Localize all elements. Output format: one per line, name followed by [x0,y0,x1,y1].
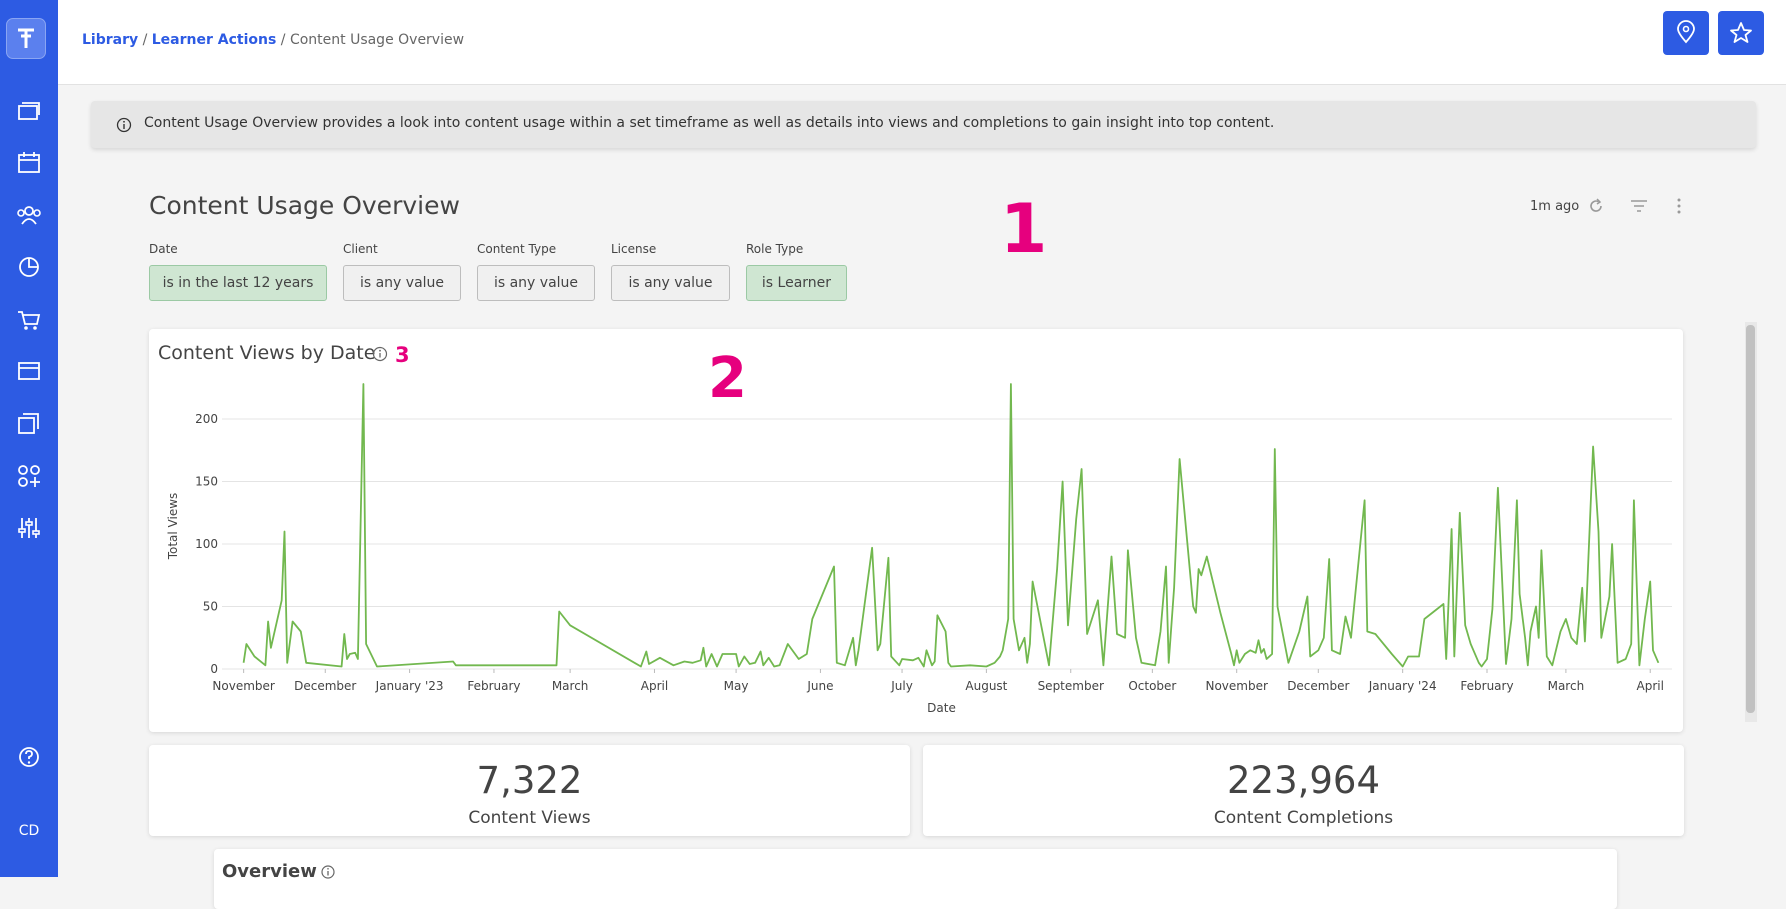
breadcrumb: Library / Learner Actions / Content Usag… [82,32,464,48]
filter-value[interactable]: is any value [477,265,595,301]
summary-value: 7,322 [476,759,583,802]
chart-card [149,329,1683,732]
refresh-icon[interactable] [1587,197,1605,215]
filter-value[interactable]: is in the last 12 years [149,265,327,301]
filter-label: Date [149,242,178,256]
filter-icon[interactable] [1630,198,1648,214]
info-icon [321,865,335,879]
nav-icon[interactable] [16,254,42,280]
sidebar: CD [0,0,58,877]
nav-icon[interactable] [16,150,42,176]
summary-label: Content Views [468,808,591,828]
star-icon [1730,22,1752,43]
breadcrumb-link[interactable]: Library [82,32,139,48]
help-icon[interactable] [16,744,42,770]
nav-icon[interactable] [16,358,42,384]
scrollbar-thumb[interactable] [1746,325,1755,713]
filter-value[interactable]: is Learner [746,265,847,301]
info-icon [116,117,132,133]
overview-title: Overview [222,861,317,882]
info-banner: Content Usage Overview provides a look i… [91,101,1756,148]
filter-label: Role Type [746,242,804,256]
nav-icon[interactable] [16,99,42,125]
summary-value: 223,964 [1226,759,1380,802]
overview-card: Overview [214,849,1617,909]
logo[interactable] [6,18,46,59]
nav-icon[interactable] [16,515,42,541]
breadcrumb-current: Content Usage Overview [289,32,465,48]
filter-label: License [611,242,657,256]
summary-card: 7,322 Content Views [149,745,910,836]
nav-icon[interactable] [16,307,42,333]
filter-value[interactable]: is any value [611,265,730,301]
filter-value[interactable]: is any value [343,265,461,301]
dashboard-title: Content Usage Overview [149,191,460,220]
more-icon[interactable] [1673,197,1685,215]
nav-icon[interactable] [16,202,42,228]
breadcrumb-link[interactable]: Learner Actions [151,32,277,48]
favorite-button[interactable] [1718,11,1764,55]
nav-icon[interactable] [16,463,42,489]
updated-time: 1m ago [1530,199,1580,214]
breadcrumb-separator: / [280,32,286,48]
location-button[interactable] [1663,11,1709,55]
filter-label: Content Type [477,242,557,256]
nav-icon[interactable] [16,410,42,436]
annotation: 1 [1000,190,1048,269]
filter-label: Client [343,242,378,256]
info-text: Content Usage Overview provides a look i… [144,115,1275,131]
header [58,0,1786,85]
breadcrumb-separator: / [142,32,148,48]
logo-glyph [18,28,34,48]
user-initials[interactable]: CD [18,823,40,839]
summary-label: Content Completions [1213,808,1394,828]
pin-icon [1677,20,1695,44]
summary-card: 223,964 Content Completions [923,745,1684,836]
